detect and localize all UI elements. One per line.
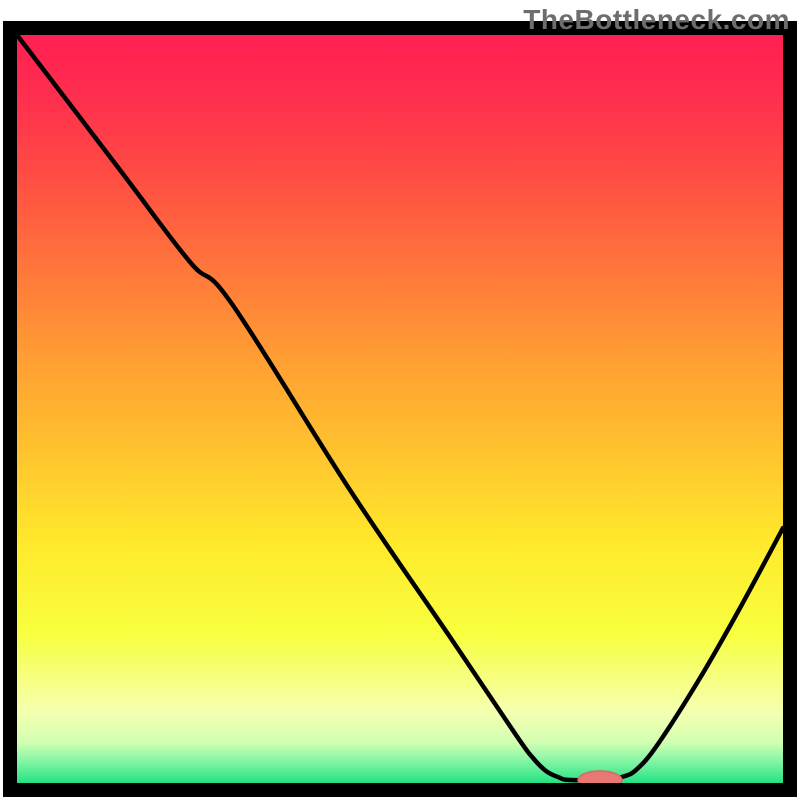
watermark-text: TheBottleneck.com — [523, 4, 790, 36]
axis-border-right — [783, 21, 797, 797]
bottleneck-curve-line — [17, 35, 783, 780]
axis-border-left — [3, 21, 17, 797]
bottleneck-chart: { "watermark": "TheBottleneck.com", "cha… — [0, 0, 800, 800]
axis-border-bottom — [3, 783, 797, 797]
plot-lines-layer — [0, 0, 800, 800]
